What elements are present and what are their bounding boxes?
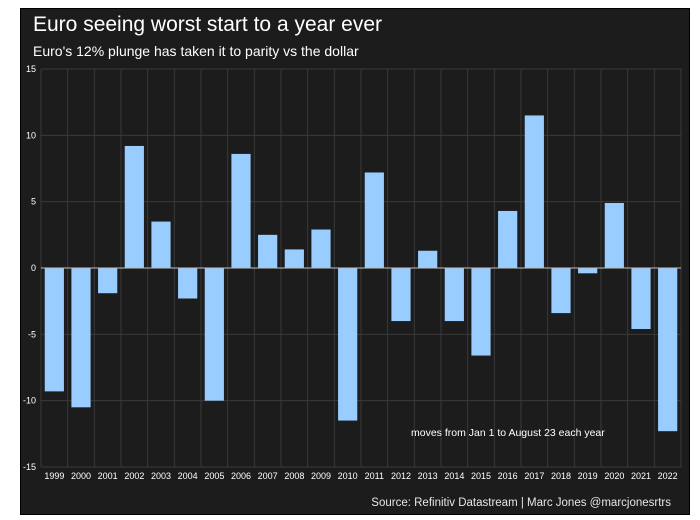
x-tick-label: 2014	[444, 471, 464, 481]
source-credit: Source: Refinitiv Datastream | Marc Jone…	[371, 497, 671, 509]
y-tick-label: -15	[23, 462, 36, 472]
bar-2016	[498, 210, 518, 268]
chart-annotation: moves from Jan 1 to August 23 each year	[411, 427, 605, 439]
x-tick-label: 2017	[524, 471, 544, 481]
bar-2010	[338, 268, 358, 421]
bar-1999	[44, 268, 64, 392]
x-tick-label: 2021	[631, 471, 651, 481]
bar-2013	[418, 250, 438, 268]
x-tick-label: 2003	[151, 471, 171, 481]
bar-2000	[71, 268, 91, 408]
x-tick-label: 2002	[124, 471, 144, 481]
bar-2012	[391, 268, 411, 322]
x-tick-label: 2000	[71, 471, 91, 481]
bars	[41, 115, 681, 432]
y-tick-label: 10	[26, 130, 36, 140]
x-tick-label: 2011	[365, 471, 384, 481]
x-tick-label: 2018	[551, 471, 571, 481]
bar-2018	[551, 268, 571, 314]
y-tick-label: 0	[31, 263, 36, 273]
y-tick-label: 15	[26, 64, 36, 74]
bar-2001	[98, 268, 118, 294]
x-tick-label: 2012	[391, 471, 411, 481]
bar-2007	[258, 234, 278, 268]
x-tick-label: 1999	[44, 471, 64, 481]
y-axis-ticks: 15 10 5 0 -5 -10 -15	[23, 64, 36, 472]
bar-2009	[311, 229, 331, 268]
x-tick-label: 2013	[418, 471, 438, 481]
bar-2021	[631, 268, 651, 330]
bar-2014	[444, 268, 464, 322]
bar-2003	[151, 221, 171, 268]
bar-chart: 15 10 5 0 -5 -10 -15 1999 2000 2001 2002 2003 2004 2…	[23, 64, 682, 481]
x-tick-label: 2016	[498, 471, 518, 481]
x-tick-label: 2022	[658, 471, 678, 481]
y-tick-label: 5	[31, 197, 36, 207]
x-tick-label: 2004	[178, 471, 198, 481]
x-tick-label: 2001	[98, 471, 118, 481]
bar-2022	[658, 268, 678, 432]
chart-title: Euro seeing worst start to a year ever	[33, 13, 382, 36]
chart-subtitle: Euro's 12% plunge has taken it to parity…	[33, 43, 359, 59]
x-tick-label: 2020	[604, 471, 624, 481]
bar-2002	[124, 145, 144, 268]
chart-frame: Euro seeing worst start to a year ever E…	[20, 8, 690, 515]
bar-2006	[231, 153, 251, 268]
x-tick-label: 2005	[204, 471, 224, 481]
x-tick-label: 2006	[231, 471, 251, 481]
x-tick-label: 2008	[284, 471, 304, 481]
y-tick-label: -5	[28, 329, 36, 339]
x-tick-label: 2009	[311, 471, 331, 481]
bar-2004	[178, 268, 198, 299]
x-tick-label: 2019	[578, 471, 598, 481]
bar-2011	[364, 172, 384, 268]
y-tick-label: -10	[23, 396, 36, 406]
x-tick-label: 2007	[258, 471, 278, 481]
bar-2020	[604, 202, 624, 268]
bar-2015	[471, 268, 491, 356]
x-axis-ticks: 1999 2000 2001 2002 2003 2004 2005 2006 2007 2008…	[44, 471, 677, 481]
bar-2008	[284, 249, 304, 268]
x-tick-label: 2010	[338, 471, 358, 481]
x-tick-label: 2015	[471, 471, 491, 481]
bar-2005	[204, 268, 224, 401]
bar-2019	[578, 268, 598, 274]
bar-2017	[524, 115, 544, 268]
